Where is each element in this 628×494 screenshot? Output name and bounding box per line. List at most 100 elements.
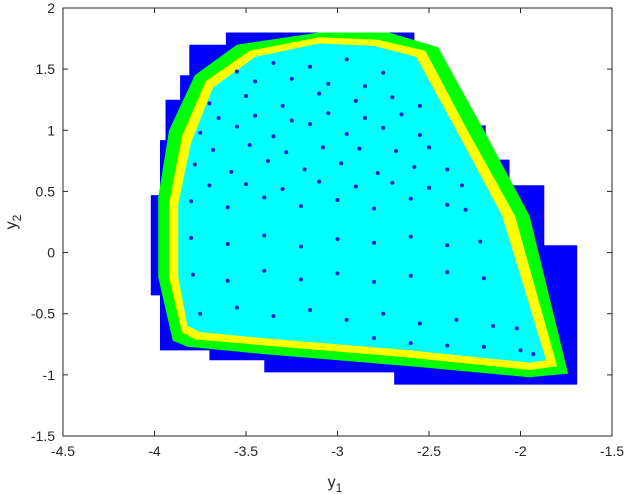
- point: [198, 130, 203, 135]
- point: [317, 91, 322, 96]
- point: [372, 336, 377, 341]
- y-label-subscript: 2: [10, 214, 24, 221]
- point: [445, 167, 450, 172]
- point: [445, 202, 450, 207]
- plot-area: [150, 32, 578, 385]
- x-label-text: y: [328, 474, 336, 491]
- point: [445, 243, 450, 248]
- point: [491, 323, 496, 328]
- point: [353, 98, 358, 103]
- point: [225, 278, 230, 283]
- point: [271, 134, 276, 139]
- point: [216, 116, 221, 121]
- point: [298, 244, 303, 249]
- point: [234, 305, 239, 310]
- point: [514, 326, 519, 331]
- point: [399, 112, 404, 117]
- point: [381, 311, 386, 316]
- point: [271, 314, 276, 319]
- point: [253, 79, 258, 84]
- point: [284, 150, 289, 155]
- y-tick-label: 2: [47, 0, 55, 16]
- point: [408, 273, 413, 278]
- point: [445, 343, 450, 348]
- y-tick-label: 0.5: [36, 183, 56, 199]
- point: [362, 116, 367, 121]
- point: [262, 233, 267, 238]
- point: [225, 242, 230, 247]
- point: [289, 118, 294, 123]
- point: [289, 76, 294, 81]
- point: [454, 317, 459, 322]
- point: [280, 103, 285, 108]
- y-label-text: y: [3, 221, 20, 229]
- point: [390, 180, 395, 185]
- y-tick-label: 0: [47, 245, 55, 261]
- point: [390, 95, 395, 100]
- x-tick-label: -4: [148, 443, 161, 459]
- point: [481, 276, 486, 281]
- point: [320, 145, 325, 150]
- x-tick-label: -2: [514, 443, 527, 459]
- point: [271, 61, 276, 66]
- point: [335, 237, 340, 242]
- point: [189, 235, 194, 240]
- point: [463, 207, 468, 212]
- point: [417, 321, 422, 326]
- point: [253, 113, 258, 118]
- point: [372, 206, 377, 211]
- point: [372, 279, 377, 284]
- x-tick-label: -2.5: [417, 443, 441, 459]
- point: [308, 122, 313, 127]
- point: [335, 197, 340, 202]
- point: [298, 277, 303, 282]
- point: [244, 182, 248, 187]
- point: [317, 179, 322, 184]
- point: [427, 145, 431, 150]
- point: [531, 352, 536, 357]
- point: [198, 311, 203, 316]
- point: [207, 183, 212, 188]
- x-tick-label: -3: [331, 443, 344, 459]
- point: [234, 69, 239, 74]
- point: [339, 161, 344, 166]
- point: [417, 103, 422, 108]
- region: [178, 43, 547, 363]
- point: [381, 125, 386, 130]
- point: [308, 64, 313, 69]
- point: [265, 158, 270, 163]
- y-tick-label: -0.5: [31, 306, 55, 322]
- point: [244, 94, 248, 99]
- point: [445, 270, 450, 275]
- point: [298, 204, 303, 209]
- point: [481, 344, 486, 349]
- point: [357, 146, 362, 151]
- point: [408, 196, 413, 201]
- point: [518, 348, 523, 353]
- point: [326, 111, 331, 116]
- point: [225, 205, 230, 210]
- x-tick-label: -4.5: [51, 443, 75, 459]
- point: [247, 142, 252, 147]
- point: [229, 169, 234, 174]
- point: [326, 81, 331, 86]
- point: [412, 164, 417, 169]
- point: [207, 101, 212, 106]
- point: [408, 341, 413, 346]
- point: [234, 124, 239, 129]
- point: [394, 149, 399, 154]
- point: [478, 239, 483, 244]
- y-tick-label: 1.5: [36, 61, 56, 77]
- point: [353, 184, 358, 189]
- point: [302, 167, 307, 172]
- point: [427, 185, 431, 190]
- point: [344, 317, 349, 322]
- point: [262, 268, 267, 273]
- x-label-subscript: 1: [336, 481, 343, 494]
- point: [381, 70, 386, 75]
- point: [459, 183, 464, 188]
- x-axis-label: y1: [328, 474, 343, 494]
- y-tick-label: -1: [43, 367, 56, 383]
- x-tick-label: -1.5: [600, 443, 624, 459]
